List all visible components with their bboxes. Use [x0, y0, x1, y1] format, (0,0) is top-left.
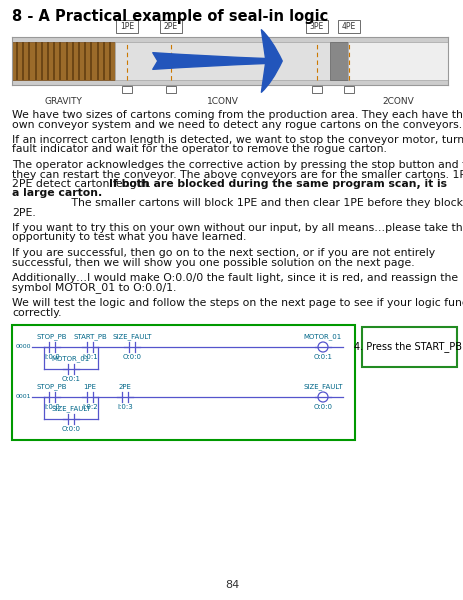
- Text: I:0:0: I:0:0: [44, 354, 60, 360]
- Text: successful, then we will show you one possible solution on the next page.: successful, then we will show you one po…: [12, 257, 414, 268]
- Bar: [343, 86, 353, 93]
- Text: Additionally…I would make O:0.0/0 the fault light, since it is red, and reassign: Additionally…I would make O:0.0/0 the fa…: [12, 273, 457, 283]
- Text: 4PE: 4PE: [341, 22, 356, 31]
- Text: 0001: 0001: [16, 395, 31, 400]
- Text: SIZE_FAULT: SIZE_FAULT: [112, 333, 151, 340]
- Bar: [337, 20, 359, 33]
- Text: fault indicator and wait for the operator to remove the rogue carton.: fault indicator and wait for the operato…: [12, 145, 386, 154]
- Text: 1CONV: 1CONV: [206, 97, 238, 106]
- Bar: [160, 20, 181, 33]
- Bar: [12, 37, 447, 42]
- Text: We will test the logic and follow the steps on the next page to see if your logi: We will test the logic and follow the st…: [12, 298, 463, 308]
- Text: I:0:2: I:0:2: [82, 404, 98, 410]
- Text: O:0:0: O:0:0: [62, 426, 80, 432]
- Text: I:0:1: I:0:1: [82, 354, 98, 360]
- Text: I:0:0: I:0:0: [44, 404, 60, 410]
- Bar: [12, 80, 447, 85]
- Text: SIZE_FAULT: SIZE_FAULT: [51, 405, 91, 412]
- Bar: [166, 86, 175, 93]
- Bar: [305, 20, 327, 33]
- Text: O:0:0: O:0:0: [313, 404, 332, 410]
- Text: 84: 84: [225, 580, 238, 590]
- Text: O:0:1: O:0:1: [313, 354, 332, 360]
- Bar: [347, 42, 447, 80]
- Bar: [311, 86, 321, 93]
- Text: correctly.: correctly.: [12, 307, 62, 317]
- Text: 0000: 0000: [16, 344, 31, 349]
- Text: I:0:3: I:0:3: [117, 404, 132, 410]
- Text: they can restart the conveyor. The above conveyors are for the smaller cartons. : they can restart the conveyor. The above…: [12, 169, 463, 179]
- Text: The smaller cartons will block 1PE and then clear 1PE before they block: The smaller cartons will block 1PE and t…: [68, 198, 462, 208]
- Text: 2PE detect carton length.: 2PE detect carton length.: [12, 179, 154, 189]
- Text: We have two sizes of cartons coming from the production area. They each have the: We have two sizes of cartons coming from…: [12, 110, 463, 120]
- Text: 1PE: 1PE: [119, 22, 134, 31]
- Text: symbol MOTOR_01 to O:0.0/1.: symbol MOTOR_01 to O:0.0/1.: [12, 283, 176, 293]
- Text: SIZE_FAULT: SIZE_FAULT: [303, 383, 342, 390]
- Text: If an incorrect carton length is detected, we want to stop the conveyor motor, t: If an incorrect carton length is detecte…: [12, 135, 463, 145]
- Text: 2CONV: 2CONV: [382, 97, 413, 106]
- Text: If you want to try this on your own without our input, by all means…please take : If you want to try this on your own with…: [12, 223, 463, 233]
- Text: 8 - A Practical example of seal-in logic: 8 - A Practical example of seal-in logic: [12, 9, 327, 24]
- Text: 3PE: 3PE: [309, 22, 324, 31]
- Text: 4. Press the START_PB.: 4. Press the START_PB.: [353, 341, 463, 352]
- Text: STOP_PB: STOP_PB: [37, 383, 67, 390]
- Text: 1PE: 1PE: [83, 384, 96, 390]
- Text: 2PE: 2PE: [163, 22, 178, 31]
- Bar: [361, 327, 456, 367]
- Text: If both are blocked during the same program scan, it is: If both are blocked during the same prog…: [109, 179, 446, 189]
- Text: MOTOR_01: MOTOR_01: [303, 333, 341, 340]
- Bar: [122, 86, 131, 93]
- Text: If you are successful, then go on to the next section, or if you are not entirel: If you are successful, then go on to the…: [12, 248, 434, 258]
- Text: The operator acknowledges the corrective action by pressing the stop button and : The operator acknowledges the corrective…: [12, 160, 463, 170]
- Text: a large carton.: a large carton.: [12, 188, 102, 199]
- Text: own conveyor system and we need to detect any rogue cartons on the conveyors.: own conveyor system and we need to detec…: [12, 119, 461, 130]
- Text: MOTOR_01: MOTOR_01: [52, 355, 90, 362]
- Text: opportunity to test what you have learned.: opportunity to test what you have learne…: [12, 232, 246, 242]
- Text: O:0:0: O:0:0: [122, 354, 141, 360]
- Text: 2PE.: 2PE.: [12, 208, 36, 217]
- Text: O:0:1: O:0:1: [62, 376, 80, 382]
- Bar: [12, 42, 115, 80]
- Bar: [329, 42, 347, 80]
- Bar: [12, 325, 354, 440]
- Text: STOP_PB: STOP_PB: [37, 333, 67, 340]
- Bar: [116, 20, 138, 33]
- Bar: [115, 42, 329, 80]
- Text: GRAVITY: GRAVITY: [44, 97, 82, 106]
- Text: START_PB: START_PB: [73, 333, 106, 340]
- Text: 2PE: 2PE: [119, 384, 131, 390]
